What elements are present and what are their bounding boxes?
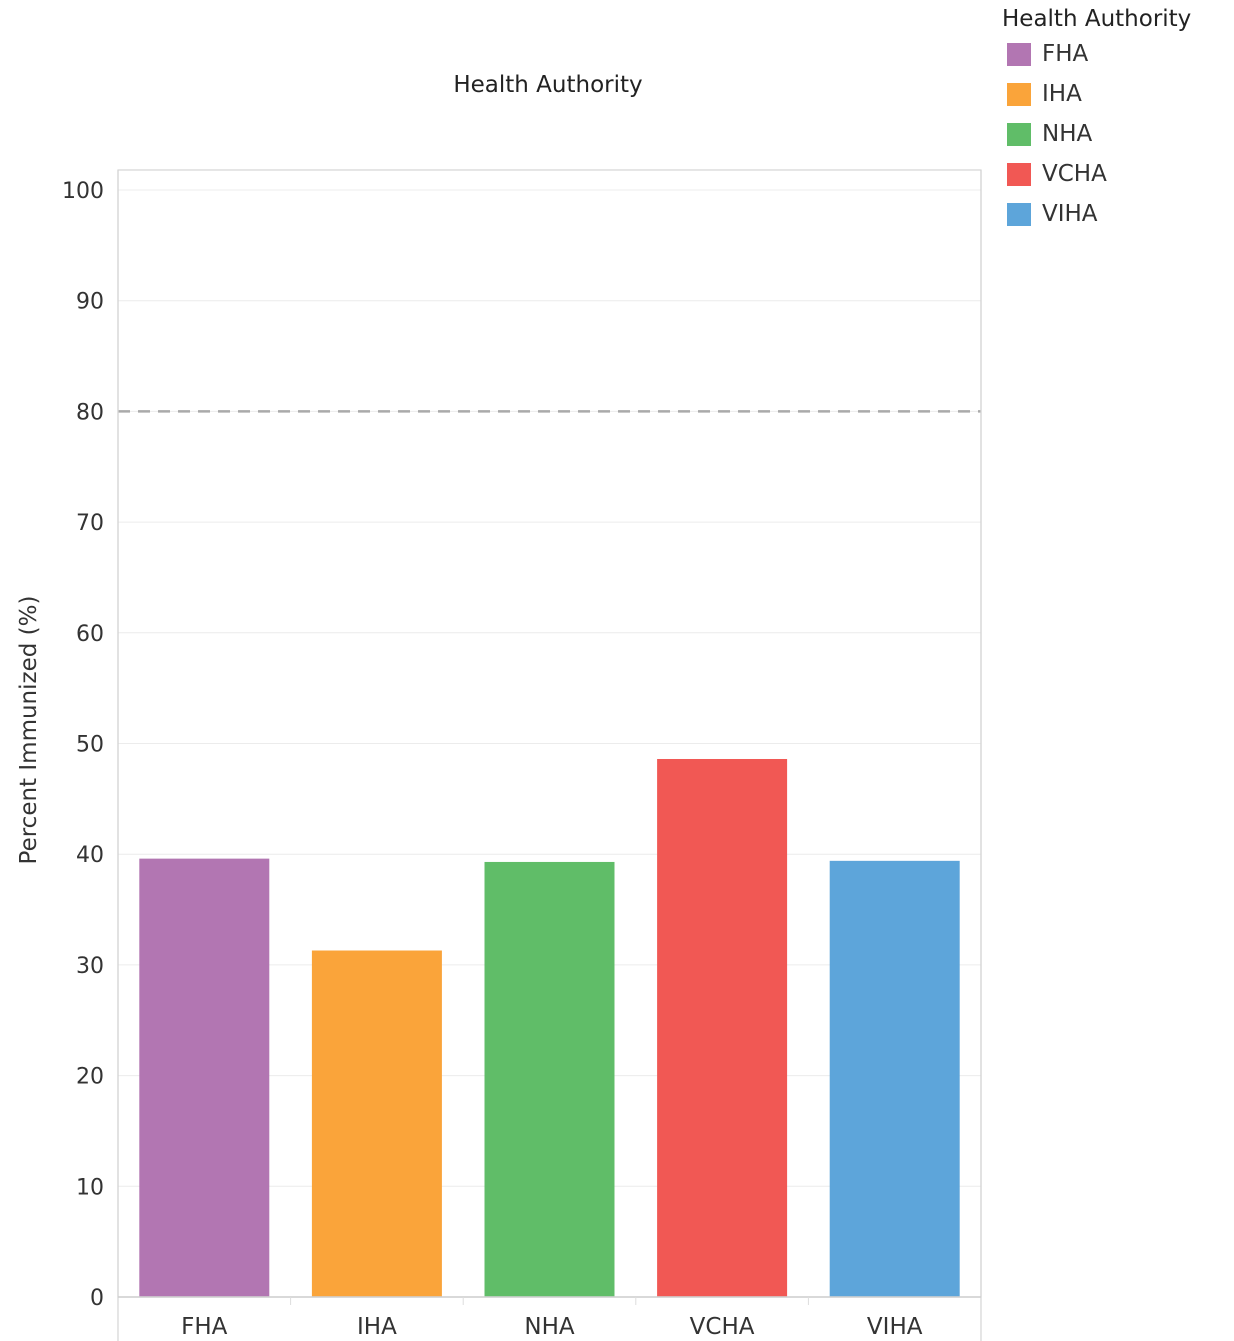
legend-item-nha[interactable]: NHA bbox=[1002, 114, 1230, 154]
y-axis-label: Percent Immunized (%) bbox=[16, 596, 42, 865]
plot-frame bbox=[117, 169, 982, 1341]
legend-label-iha: IHA bbox=[1042, 81, 1082, 107]
x-tick-label: NHA bbox=[524, 1314, 575, 1340]
legend-label-vcha: VCHA bbox=[1042, 161, 1107, 187]
y-tick-label: 90 bbox=[76, 290, 104, 315]
x-tick-label: IHA bbox=[357, 1314, 397, 1340]
y-tick-label: 10 bbox=[76, 1175, 104, 1200]
legend-label-viha: VIHA bbox=[1042, 201, 1098, 227]
y-tick-label: 30 bbox=[76, 954, 104, 979]
legend-item-viha[interactable]: VIHA bbox=[1002, 194, 1230, 234]
x-tick-label: VCHA bbox=[690, 1314, 755, 1340]
x-tick-label: VIHA bbox=[867, 1314, 923, 1340]
y-tick-label: 80 bbox=[76, 400, 104, 425]
legend-swatch-fha bbox=[1007, 42, 1031, 66]
bar-viha[interactable] bbox=[829, 860, 960, 1297]
legend-item-vcha[interactable]: VCHA bbox=[1002, 154, 1230, 194]
x-tick-label: FHA bbox=[181, 1314, 228, 1340]
chart-title: Health Authority bbox=[453, 72, 642, 98]
legend-label-nha: NHA bbox=[1042, 121, 1093, 147]
legend-item-fha[interactable]: FHA bbox=[1002, 34, 1230, 74]
y-tick-label: 0 bbox=[90, 1286, 104, 1311]
legend-title: Health Authority bbox=[1002, 6, 1192, 32]
x-axis-ticks: FHA IHA NHA VCHA VIHA bbox=[181, 1297, 923, 1340]
bars bbox=[139, 758, 960, 1297]
legend-item-iha[interactable]: IHA bbox=[1002, 74, 1230, 114]
legend-swatch-nha bbox=[1007, 122, 1031, 146]
y-tick-label: 100 bbox=[62, 179, 104, 204]
y-tick-label: 50 bbox=[76, 733, 104, 758]
legend-swatch-viha bbox=[1007, 202, 1031, 226]
y-tick-label: 20 bbox=[76, 1065, 104, 1090]
legend: Health Authority FHA IHA NHA VCHA VIHA bbox=[1002, 4, 1230, 234]
bar-fha[interactable] bbox=[139, 858, 270, 1297]
y-tick-label: 40 bbox=[76, 843, 104, 868]
legend-swatch-vcha bbox=[1007, 162, 1031, 186]
bar-vcha[interactable] bbox=[657, 758, 788, 1297]
y-tick-label: 60 bbox=[76, 622, 104, 647]
y-tick-label: 70 bbox=[76, 511, 104, 536]
legend-label-fha: FHA bbox=[1042, 41, 1089, 67]
bar-nha[interactable] bbox=[484, 861, 615, 1297]
y-axis-ticks: 0 10 20 30 40 50 60 70 80 90 100 bbox=[62, 179, 104, 1311]
bar-iha[interactable] bbox=[311, 950, 442, 1297]
legend-swatch-iha bbox=[1007, 82, 1031, 106]
